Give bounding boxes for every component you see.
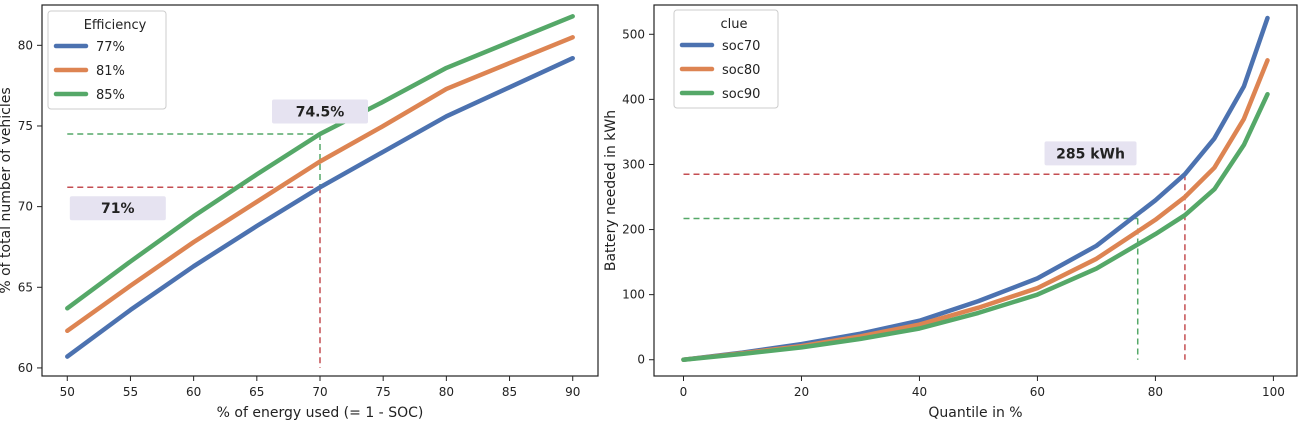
chart-0-series-line-81pct [65,35,575,334]
chart-0-x-tick-label: 70 [312,385,327,399]
chart-0-y-tick-label: 80 [18,38,33,52]
chart-battery-quantile: 0 20 40 60 80 100 0 100 200 300 400 500 Quantile in … [603,4,1298,421]
chart-0-annotation-box [69,196,166,221]
chart-0-x-tick-label: 60 [186,385,201,399]
chart-1-y-tick-label: 300 [622,157,645,171]
chart-0-legend-title: Efficiency [84,18,147,33]
chart-0-series-line-85pct [65,14,575,311]
chart-1-y-tick-label: 500 [622,27,645,41]
chart-0-y-tick-label: 65 [18,280,33,294]
chart-1-legend-title: clue [721,17,748,32]
chart-1-series-line-soc90 [681,91,1270,362]
chart-0-x-tick-label: 80 [439,385,454,399]
chart-1-x-axis-label: Quantile in % [928,405,1022,421]
chart-1-x-tick-label: 40 [912,385,927,399]
chart-1-x-tick-label: 80 [1148,385,1163,399]
chart-1-x-tick-label: 0 [680,385,688,399]
chart-1-plot-frame [653,4,1298,377]
chart-1-y-tick-label: 200 [622,223,645,237]
chart-1-x-tick-label: 20 [794,385,809,399]
chart-0-x-tick-label: 75 [376,385,391,399]
chart-1-annotation-label: 285 kWh [1056,146,1125,162]
chart-soc-efficiency: 50 55 60 65 70 75 80 85 90 60 65 70 75 80 % of energy … [0,4,599,421]
chart-0-annotation-label: 74.5% [296,104,345,120]
chart-1-y-tick-label: 0 [637,353,645,367]
chart-0-x-tick-label: 90 [565,385,580,399]
chart-0-x-tick-label: 50 [60,385,75,399]
chart-0-y-tick-label: 60 [18,361,33,375]
chart-1-x-tick-label: 60 [1030,385,1045,399]
chart-0-y-tick-label: 70 [18,200,33,214]
chart-0-annotation-label: 71% [101,201,135,217]
chart-1-y-axis-label: Battery needed in kWh [603,110,619,271]
chart-1-legend-label: soc80 [722,63,760,78]
chart-0-y-axis-label: % of total number of vehicles [0,87,14,293]
chart-1-legend-label: soc90 [722,87,760,102]
chart-0-y-tick-label: 75 [18,119,33,133]
chart-0-x-tick-label: 65 [249,385,264,399]
chart-0-legend-box [47,10,167,110]
chart-1-legend-box [673,9,779,109]
chart-1-legend-label: soc70 [722,39,760,54]
chart-1-annotation-box [1044,141,1137,166]
chart-0-x-tick-label: 85 [502,385,517,399]
chart-0-legend-label: 81% [96,64,125,79]
chart-0-series-line-77pct [65,55,575,359]
chart-0-legend-label: 85% [96,88,125,103]
chart-1-y-tick-label: 400 [622,92,645,106]
chart-1-x-tick-label: 100 [1262,385,1285,399]
chart-0-legend-label: 77% [96,40,125,55]
chart-1-y-tick-label: 100 [622,288,645,302]
chart-0-x-tick-label: 55 [123,385,138,399]
chart-0-annotation-box [272,99,368,124]
chart-0-x-axis-label: % of energy used (= 1 - SOC) [217,405,424,421]
